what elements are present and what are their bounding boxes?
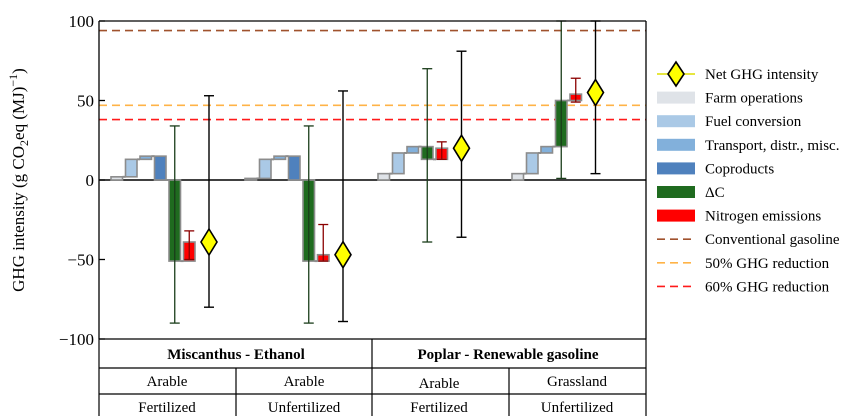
y-axis-label-end: ) (9, 68, 28, 74)
net-ghg-marker-2 (334, 240, 352, 270)
land-label-1: Arable (147, 374, 188, 390)
net-ghg-markers (200, 20, 605, 323)
y-axis-label-sub: 2 (17, 140, 31, 146)
bar-1-transport (139, 155, 153, 161)
y-tick-label--50: −50 (67, 251, 94, 270)
legend-transport-distr-misc-swatch (657, 138, 695, 151)
net-ghg-marker-4 (586, 78, 605, 108)
legend-net-ghg-intensity-label: Net GHG intensity (705, 67, 819, 83)
group-label-miscanthus: Miscanthus - Ethanol (167, 347, 305, 363)
bar-1-coproducts (153, 155, 167, 181)
legend-delta-c-label: ΔC (705, 185, 725, 201)
management-label-4: Unfertilized (541, 400, 614, 416)
legend-fuel-conversion-swatch (657, 115, 695, 128)
bar-2-fuel (258, 158, 272, 180)
legend: Net GHG intensity Farm operations Fuel con… (657, 60, 840, 295)
bar-1-farm (110, 176, 124, 181)
bar-4-fuel (525, 152, 539, 175)
legend-farm-operations-swatch (657, 91, 695, 104)
legend-nitrogen-emissions-label: Nitrogen emissions (705, 209, 821, 225)
legend-50-ghg-reduction-label: 50% GHG reduction (705, 256, 830, 272)
y-tick-label--100: −100 (59, 330, 94, 349)
bar-4-farm (511, 172, 525, 181)
scenario-table: Miscanthus - Ethanol Poplar - Renewable … (98, 338, 647, 416)
waterfall-bars (110, 20, 583, 324)
legend-farm-operations-label: Farm operations (705, 91, 803, 107)
legend-net-ghg-intensity-marker (667, 60, 685, 88)
legend-transport-distr-misc-label: Transport, distr., misc. (705, 138, 839, 154)
management-label-1: Fertilized (138, 400, 196, 416)
bar-2-transport (273, 155, 287, 161)
legend-60-ghg-reduction-label: 60% GHG reduction (705, 279, 830, 295)
land-label-4: Grassland (547, 374, 607, 390)
legend-coproducts-label: Coproducts (705, 161, 774, 177)
y-axis-label-main: GHG intensity (g CO (9, 146, 28, 292)
y-axis-label: GHG intensity (g CO2eq (MJ)−1) (6, 68, 31, 292)
land-label-2: Arable (284, 374, 325, 390)
legend-conventional-gasoline-label: Conventional gasoline (705, 232, 840, 248)
table-grid-lines (98, 338, 647, 416)
management-label-3: Fertilized (410, 400, 468, 416)
net-ghg-marker-3 (452, 133, 471, 163)
legend-delta-c-swatch (657, 186, 695, 198)
legend-nitrogen-emissions-swatch (657, 209, 695, 222)
bar-3-transport (406, 145, 420, 154)
y-axis-label-mid: eq (MJ) (9, 87, 28, 140)
land-label-3: Arable (419, 376, 460, 392)
bar-3-farm (377, 172, 391, 181)
y-axis-ticks: −100 −50 0 50 100 (59, 12, 105, 349)
net-ghg-marker-1 (200, 227, 218, 257)
legend-fuel-conversion-label: Fuel conversion (705, 114, 802, 130)
y-tick-label-100: 100 (69, 12, 95, 31)
bar-2-farm (244, 177, 258, 181)
y-axis-label-sup: −1 (6, 74, 20, 87)
bar-2-coproducts (287, 155, 301, 181)
group-label-poplar: Poplar - Renewable gasoline (418, 347, 599, 363)
legend-coproducts-swatch (657, 162, 695, 175)
y-tick-label-50: 50 (77, 92, 94, 111)
bar-4-transport (540, 145, 554, 154)
bar-3-fuel (391, 152, 405, 175)
management-label-2: Unfertilized (268, 400, 341, 416)
y-tick-label-0: 0 (86, 171, 95, 190)
bar-1-fuel (124, 158, 138, 178)
